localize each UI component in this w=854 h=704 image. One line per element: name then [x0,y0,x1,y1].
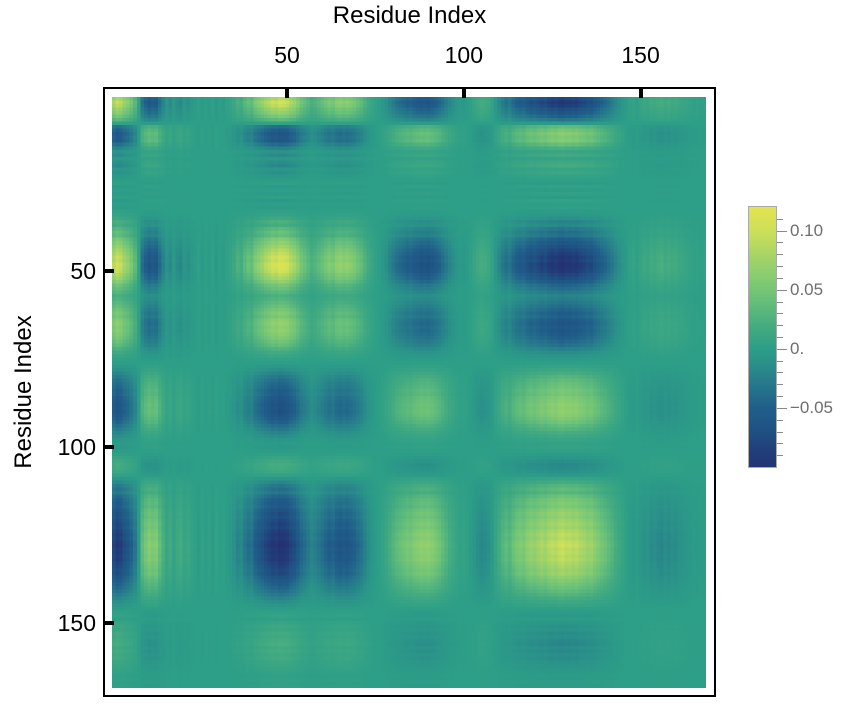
colorbar-tick-label: 0. [790,338,805,358]
colorbar-tick-label: 0.05 [790,279,824,299]
heatmap-canvas [112,97,706,688]
colorbar-minor-tick [777,337,783,338]
left-tick-mark [105,620,114,625]
colorbar-minor-tick [777,384,783,386]
colorbar-major-tick [777,230,787,232]
colorbar-tick-label: −0.05 [790,397,834,417]
colorbar-minor-tick [777,396,783,398]
colorbar-minor-tick [777,431,783,433]
top-tick-mark [638,89,643,98]
colorbar-major-tick [777,348,787,350]
left-tick-mark [105,269,114,274]
colorbar-major-tick [777,289,787,291]
left-tick-mark [105,445,114,450]
colorbar-minor-tick [777,419,783,421]
colorbar-minor-tick [777,266,783,268]
top-axis-title: Residue Index [332,2,487,29]
colorbar-major-tick [777,407,787,409]
top-tick-label: 150 [621,42,660,68]
colorbar-minor-tick [777,242,783,244]
colorbar-tick-label: 0.10 [790,220,824,240]
colorbar-minor-tick [777,254,783,256]
left-tick-label: 50 [70,258,96,285]
top-tick-label: 100 [444,42,483,68]
top-tick-mark [461,89,466,98]
colorbar-minor-tick [777,313,783,315]
colorbar-gradient-canvas [749,207,776,467]
colorbar-minor-tick [777,455,783,457]
top-tick-label: 50 [274,42,300,68]
colorbar-minor-tick [777,443,783,445]
colorbar-minor-tick [777,277,783,279]
colorbar [748,206,777,468]
colorbar-minor-tick [777,218,783,220]
colorbar-minor-tick [777,301,783,303]
left-tick-label: 100 [57,434,96,461]
colorbar-minor-tick [777,372,783,374]
colorbar-minor-tick [777,325,783,327]
left-tick-label: 150 [57,609,96,636]
top-tick-mark [285,89,290,98]
colorbar-minor-tick [777,360,783,362]
